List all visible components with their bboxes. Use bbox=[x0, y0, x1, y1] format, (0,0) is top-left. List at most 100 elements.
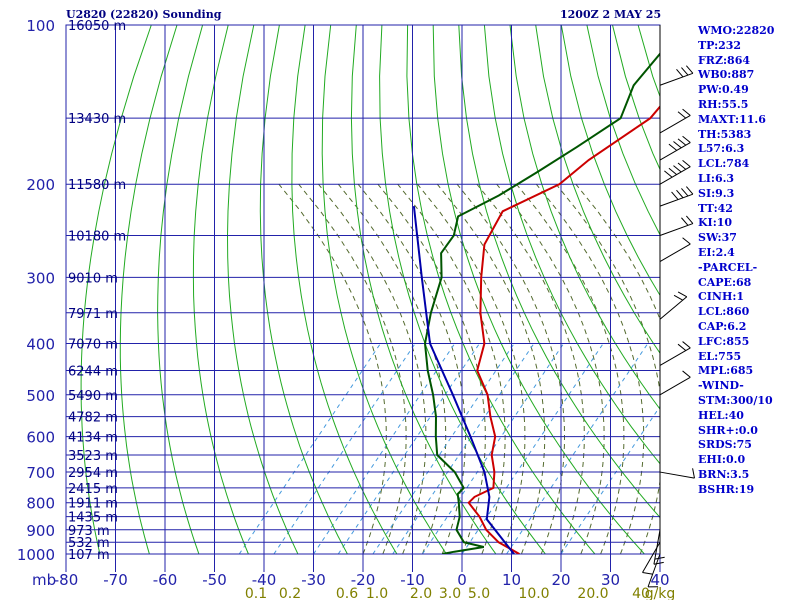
pressure-tick-label: 700 bbox=[26, 464, 55, 482]
wind-barb-flag bbox=[681, 188, 689, 197]
stability-indices-list: WMO:22820 TP:232 FRZ:864 WB0:887 PW:0.49 RH:5… bbox=[698, 24, 798, 498]
dry-adiabat-line bbox=[157, 25, 204, 554]
height-label: 532 m bbox=[68, 536, 110, 551]
wind-barb-flag bbox=[682, 237, 691, 245]
mixing-ratio-label: 40 bbox=[632, 586, 650, 600]
height-label: 107 m bbox=[68, 548, 110, 563]
pressure-tick-label: 500 bbox=[26, 387, 55, 405]
mixing-ratio-label: 5.0 bbox=[468, 586, 490, 600]
height-label: 2954 m bbox=[68, 466, 118, 481]
height-label: 13430 m bbox=[68, 112, 126, 127]
height-label: 973 m bbox=[68, 524, 110, 539]
wind-barb-flag bbox=[682, 108, 691, 116]
wind-barb-flag bbox=[677, 138, 687, 146]
index-item: LCL:860 bbox=[698, 305, 750, 319]
wind-barb-flag bbox=[685, 215, 694, 224]
temperature-tick-label: 30 bbox=[601, 571, 620, 589]
pressure-tick-label: 600 bbox=[26, 429, 55, 447]
sounding-profiles bbox=[412, 52, 660, 554]
pressure-tick-label: 1000 bbox=[17, 546, 55, 564]
index-item: PW:0.49 bbox=[698, 83, 749, 97]
index-item: MAXT:11.6 bbox=[698, 112, 766, 126]
mixing-ratio-line bbox=[273, 343, 416, 554]
mixing-ratio-line bbox=[392, 343, 535, 554]
index-item: RH:55.5 bbox=[698, 97, 749, 111]
wind-barb-flag bbox=[673, 141, 682, 149]
mixing-ratio-label: 1.0 bbox=[366, 586, 388, 600]
wind-barb-flag bbox=[668, 167, 677, 176]
index-item: LI:6.3 bbox=[698, 171, 735, 185]
moist-adiabat-line bbox=[476, 183, 585, 554]
height-label: 5490 m bbox=[68, 389, 118, 404]
temperature-tick-label: 0 bbox=[457, 571, 467, 589]
dry-adiabat-line bbox=[226, 25, 299, 554]
temperature-tick-label: -80 bbox=[54, 571, 79, 589]
index-item: STM:300/10 bbox=[698, 393, 773, 407]
wind-barb-flag bbox=[681, 217, 689, 226]
height-label: 16050 m bbox=[68, 19, 126, 34]
dry-adiabat-line bbox=[192, 25, 249, 554]
index-item: SI:9.3 bbox=[698, 186, 735, 200]
wind-barb-flag bbox=[677, 291, 688, 298]
height-label: 9010 m bbox=[68, 271, 118, 286]
mixing-ratio-unit: g/kg bbox=[645, 586, 676, 600]
index-item: EI:2.4 bbox=[698, 245, 735, 259]
wind-barb-flag bbox=[682, 160, 691, 168]
index-item: WB0:887 bbox=[698, 68, 755, 82]
index-item: FRZ:864 bbox=[698, 53, 751, 67]
index-item: TT:42 bbox=[698, 201, 733, 215]
wind-barb bbox=[659, 243, 691, 262]
temperature-tick-label: 10 bbox=[502, 571, 521, 589]
pressure-tick-label: 100 bbox=[26, 17, 55, 35]
height-label: 6244 m bbox=[68, 365, 118, 380]
wind-barb-flag bbox=[653, 561, 664, 565]
pressure-tick-label: 300 bbox=[26, 269, 55, 287]
wind-barb-flag bbox=[654, 556, 665, 560]
index-item: EL:755 bbox=[698, 349, 742, 363]
moist-adiabats bbox=[278, 183, 660, 554]
index-item: BRN:3.5 bbox=[698, 467, 750, 481]
height-label: 4782 m bbox=[68, 411, 118, 426]
dry-adiabats bbox=[80, 25, 660, 554]
wind-barb bbox=[659, 193, 694, 207]
index-item: TP:232 bbox=[698, 38, 742, 52]
mixing-ratio-label: 10.0 bbox=[518, 586, 549, 600]
height-label: 4134 m bbox=[68, 431, 118, 446]
index-item: SW:37 bbox=[698, 231, 737, 245]
wind-barb-flag bbox=[668, 143, 677, 151]
moist-adiabat-line bbox=[278, 183, 387, 554]
wind-barb bbox=[659, 115, 691, 134]
height-label: 7971 m bbox=[68, 307, 118, 322]
mixing-ratio-label: 20.0 bbox=[577, 586, 608, 600]
profile-line-0 bbox=[467, 105, 660, 554]
index-item: SHR+:0.0 bbox=[698, 423, 758, 437]
height-label: 7070 m bbox=[68, 337, 118, 352]
moist-adiabat-line bbox=[417, 183, 526, 554]
temperature-tick-label: -70 bbox=[103, 571, 128, 589]
moist-adiabat-line bbox=[535, 183, 645, 554]
height-label: 1911 m bbox=[68, 497, 118, 512]
index-item: -PARCEL- bbox=[698, 260, 758, 274]
mixing-ratio-label: 0.2 bbox=[279, 586, 301, 600]
mixing-ratio-label: 2.0 bbox=[410, 586, 432, 600]
mixing-ratio-label: 0.1 bbox=[245, 586, 267, 600]
pressure-temperature-grid bbox=[65, 24, 661, 572]
index-item: HEL:40 bbox=[698, 408, 744, 422]
index-item: LCL:784 bbox=[698, 157, 750, 171]
mixing-ratio-line bbox=[238, 343, 381, 554]
index-item: EHI:0.0 bbox=[698, 453, 746, 467]
wind-barb-flag bbox=[664, 170, 673, 178]
mixing-ratio-line bbox=[372, 343, 515, 554]
index-item: LFC:855 bbox=[698, 334, 750, 348]
temperature-tick-label: 20 bbox=[551, 571, 570, 589]
wind-barb bbox=[659, 376, 691, 396]
pressure-tick-label: 200 bbox=[26, 176, 55, 194]
wind-barb bbox=[659, 166, 691, 185]
wind-barb-flag bbox=[682, 135, 691, 143]
height-label: 10180 m bbox=[68, 230, 126, 245]
profile-line-2 bbox=[412, 205, 515, 554]
index-item: -WIND- bbox=[698, 379, 744, 393]
wind-barb-flag bbox=[685, 65, 694, 74]
mixing-ratio-line bbox=[461, 343, 604, 554]
